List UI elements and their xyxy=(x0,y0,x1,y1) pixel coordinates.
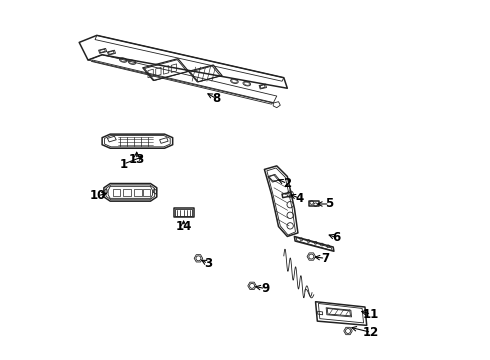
Text: 11: 11 xyxy=(363,307,379,320)
Text: 5: 5 xyxy=(325,198,334,211)
Text: 12: 12 xyxy=(363,326,379,339)
Text: 13: 13 xyxy=(128,153,145,166)
Text: 4: 4 xyxy=(295,192,304,205)
Text: 1: 1 xyxy=(119,158,127,171)
Text: 2: 2 xyxy=(283,177,292,190)
Text: 14: 14 xyxy=(175,220,192,233)
Text: 8: 8 xyxy=(213,93,221,105)
Text: 9: 9 xyxy=(261,282,270,295)
Text: 6: 6 xyxy=(333,231,341,244)
Text: 3: 3 xyxy=(204,257,212,270)
Text: 10: 10 xyxy=(89,189,106,202)
Text: 7: 7 xyxy=(321,252,329,265)
